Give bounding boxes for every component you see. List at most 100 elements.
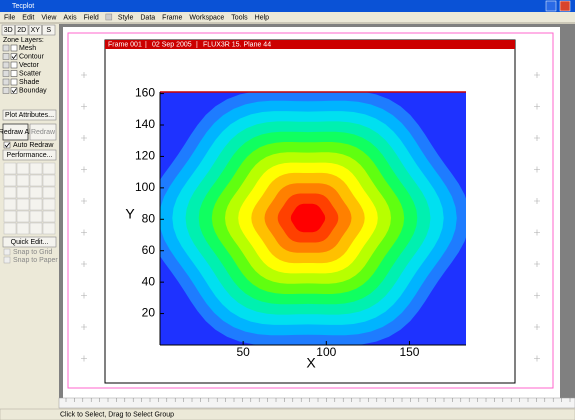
menu-item[interactable]: Style xyxy=(118,14,134,21)
layer-label: Scatter xyxy=(19,70,42,77)
x-tick-label: 100 xyxy=(316,345,336,359)
paper-grid-mark xyxy=(81,292,87,299)
tool-button[interactable] xyxy=(29,210,43,223)
x-tick-label: 50 xyxy=(236,345,250,359)
mode-button[interactable] xyxy=(1,24,15,36)
y-tick-label: 60 xyxy=(142,243,156,257)
tool-button[interactable] xyxy=(3,222,17,235)
window-title: Tecplot xyxy=(12,3,34,10)
frame-header[interactable] xyxy=(105,40,515,49)
menu-item[interactable]: Frame xyxy=(162,14,182,21)
axes: 50 100 150 20 40 60 80 100 120 140 160 xyxy=(135,86,420,359)
tool-button[interactable] xyxy=(3,162,17,175)
menu-item[interactable]: Axis xyxy=(63,14,77,21)
tool-button[interactable] xyxy=(16,222,30,235)
menu-item[interactable]: File xyxy=(4,14,15,21)
zone-layers-label: Zone Layers: xyxy=(3,37,44,44)
contour-flood xyxy=(160,92,466,345)
tool-button[interactable] xyxy=(16,174,30,187)
y-tick-label: 80 xyxy=(142,211,156,225)
check-mark xyxy=(11,88,17,94)
x-axis-label: X xyxy=(306,355,316,371)
quick-edit-button[interactable] xyxy=(2,236,57,248)
layer-icon xyxy=(2,61,10,69)
tool-button[interactable] xyxy=(3,210,17,223)
check-mark xyxy=(11,54,17,60)
layer-icon xyxy=(2,87,10,94)
paper-grid-mark xyxy=(81,166,87,173)
menu-item[interactable]: Workspace xyxy=(189,14,224,21)
paper-grid-mark xyxy=(534,229,540,236)
paper-grid-mark xyxy=(534,261,540,267)
mode-button[interactable] xyxy=(28,24,42,36)
x-tick-label: 150 xyxy=(399,345,419,359)
menu-bar: File Edit View Axis Field Style Data Frame Works… xyxy=(4,13,270,21)
redraw-button[interactable] xyxy=(29,123,57,141)
tool-button[interactable] xyxy=(29,186,43,199)
tool-button[interactable] xyxy=(42,162,56,175)
maximize-button[interactable] xyxy=(545,0,557,12)
menu-item[interactable]: Edit xyxy=(22,14,34,21)
auto-redraw-checkbox[interactable] xyxy=(3,141,11,149)
tool-button[interactable] xyxy=(29,222,43,235)
menu-item[interactable]: Help xyxy=(255,14,270,21)
tool-button[interactable] xyxy=(3,198,17,211)
mode-button[interactable] xyxy=(42,24,56,36)
performance-button[interactable] xyxy=(2,149,57,161)
tool-button[interactable] xyxy=(16,162,30,175)
redraw-all-button[interactable] xyxy=(2,123,29,141)
layer-checkbox[interactable] xyxy=(10,70,18,77)
layer-checkbox[interactable] xyxy=(10,78,18,86)
separator: | xyxy=(196,41,198,48)
y-tick-label: 40 xyxy=(142,274,156,288)
snap-checkbox[interactable] xyxy=(3,248,11,256)
paper-grid-mark xyxy=(534,72,540,78)
paper-grid-mark xyxy=(534,355,540,362)
y-tick-label: 20 xyxy=(142,306,156,320)
menu-item[interactable]: Tools xyxy=(231,14,248,21)
menu-item[interactable]: Data xyxy=(140,14,155,21)
layer-icon xyxy=(2,70,10,77)
tool-button[interactable] xyxy=(3,174,17,187)
status-bar xyxy=(0,408,575,420)
paper-margin xyxy=(67,32,554,389)
menu-item[interactable]: Field xyxy=(84,14,99,21)
plot-attributes-button[interactable] xyxy=(2,109,57,121)
layer-checkbox[interactable] xyxy=(10,87,18,94)
tool-button[interactable] xyxy=(16,186,30,199)
tool-button[interactable] xyxy=(29,162,43,175)
mode-button-label: 3D xyxy=(4,27,13,34)
tool-button[interactable] xyxy=(29,174,43,187)
separator: | xyxy=(145,41,147,48)
paper-grid-mark xyxy=(81,103,87,110)
mode-button[interactable] xyxy=(15,24,29,36)
tool-button[interactable] xyxy=(42,174,56,187)
close-button[interactable] xyxy=(559,0,571,12)
paper-grid-mark xyxy=(81,135,87,141)
tool-button[interactable] xyxy=(16,198,30,211)
layer-checkbox[interactable] xyxy=(10,44,18,52)
menu-item[interactable]: View xyxy=(41,14,57,21)
paper-grid-mark xyxy=(534,292,540,299)
frame-dataset: FLUX3R 15. Plane 44 xyxy=(203,41,271,48)
tool-button[interactable] xyxy=(42,198,56,211)
layer-checkbox[interactable] xyxy=(10,61,18,69)
layer-label: Vector xyxy=(19,62,40,69)
tool-button[interactable] xyxy=(42,186,56,199)
paper-grid-mark xyxy=(534,198,540,204)
tool-button[interactable] xyxy=(42,210,56,223)
y-tick-label: 140 xyxy=(135,117,155,131)
layer-checkbox[interactable] xyxy=(10,53,18,60)
tool-button[interactable] xyxy=(16,210,30,223)
snap-checkbox[interactable] xyxy=(3,256,11,264)
paper-grid-mark xyxy=(81,229,87,236)
paper-grid-mark xyxy=(534,135,540,141)
layer-label: Shade xyxy=(19,79,39,86)
y-tick-label: 120 xyxy=(135,149,155,163)
menu-icon[interactable] xyxy=(105,13,113,21)
tool-button[interactable] xyxy=(29,198,43,211)
tool-button[interactable] xyxy=(3,186,17,199)
tool-button[interactable] xyxy=(42,222,56,235)
title-bar xyxy=(0,0,575,12)
contour-level xyxy=(290,203,326,233)
